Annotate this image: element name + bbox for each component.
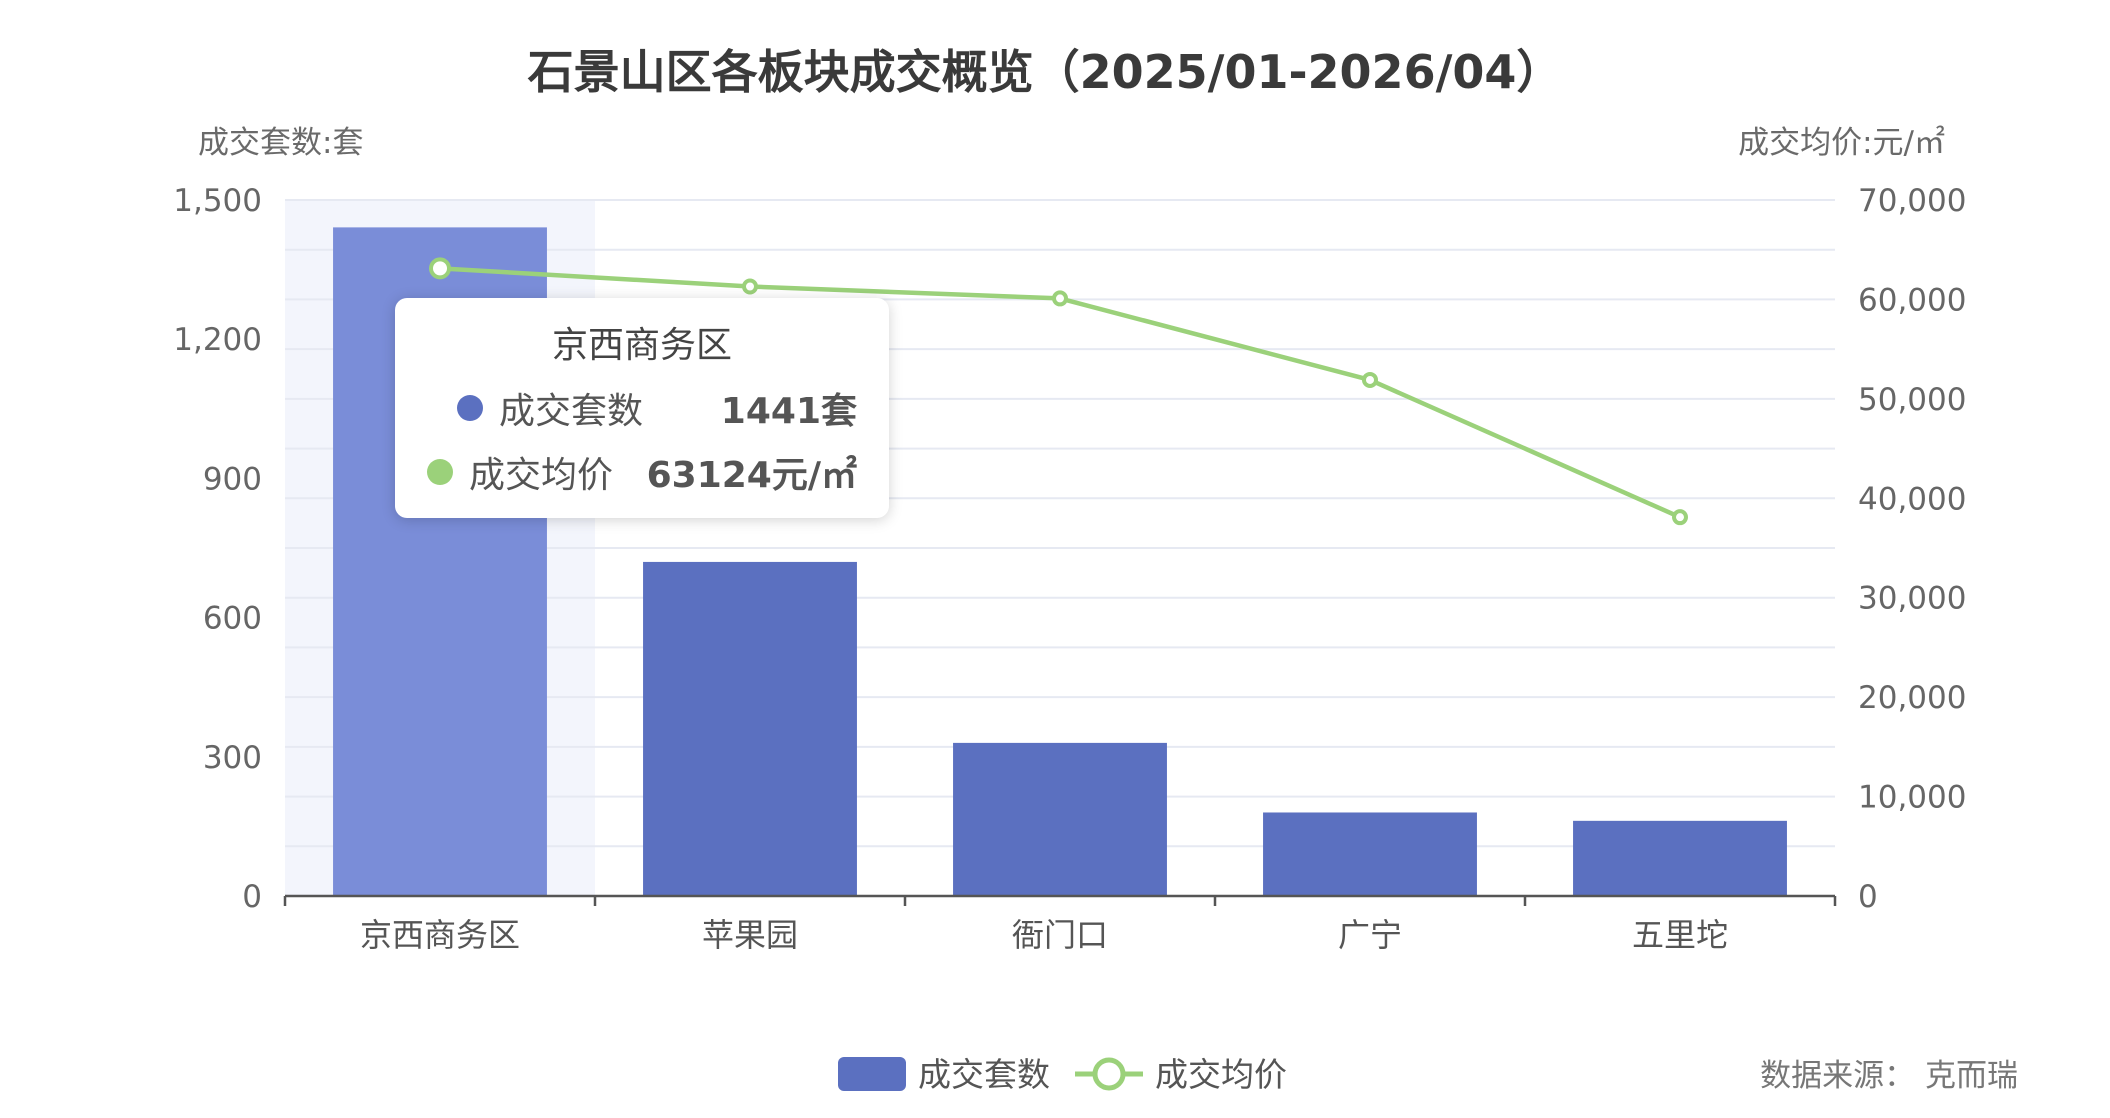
left-tick-label: 900 bbox=[203, 461, 262, 497]
x-tick-label: 衙门口 bbox=[1012, 916, 1108, 954]
left-tick-label: 0 bbox=[242, 879, 262, 915]
legend-line-marker[interactable] bbox=[1092, 1057, 1126, 1091]
legend: 成交套数 成交均价 bbox=[838, 1055, 1287, 1094]
tooltip-dot-count bbox=[457, 395, 483, 421]
bar bbox=[1263, 812, 1477, 896]
x-tick-label: 京西商务区 bbox=[360, 916, 520, 954]
tooltip: 京西商务区 成交套数 1441套 成交均价 63124元/㎡ bbox=[395, 298, 889, 518]
tooltip-name-price: 成交均价 bbox=[469, 455, 614, 496]
line-point bbox=[429, 257, 451, 280]
right-tick-label: 60,000 bbox=[1858, 282, 1966, 318]
x-tick-label: 广宁 bbox=[1338, 916, 1402, 954]
left-tick-label: 1,500 bbox=[173, 183, 262, 219]
x-tick-label: 五里坨 bbox=[1632, 916, 1728, 954]
left-tick-label: 300 bbox=[203, 740, 262, 776]
right-tick-label: 0 bbox=[1858, 879, 1878, 915]
x-tick-label: 苹果园 bbox=[702, 916, 798, 954]
right-tick-label: 20,000 bbox=[1858, 680, 1966, 716]
right-tick-label: 10,000 bbox=[1858, 780, 1966, 816]
tooltip-title: 京西商务区 bbox=[551, 325, 732, 366]
bar bbox=[643, 561, 857, 896]
chart-title: 石景山区各板块成交概览（2025/01-2026/04） bbox=[528, 45, 1563, 99]
line-point bbox=[1672, 509, 1688, 526]
left-tick-label: 1,200 bbox=[173, 322, 262, 358]
line-point bbox=[1052, 290, 1068, 307]
line-point bbox=[1362, 371, 1378, 388]
right-tick-label: 50,000 bbox=[1858, 382, 1966, 418]
right-tick-label: 40,000 bbox=[1858, 481, 1966, 517]
tooltip-value-price: 63124元/㎡ bbox=[646, 455, 857, 496]
data-source: 数据来源： 克而瑞 bbox=[1760, 1058, 2018, 1094]
legend-bar-swatch[interactable] bbox=[838, 1057, 906, 1091]
left-tick-label: 600 bbox=[203, 601, 262, 637]
tooltip-row-price: 成交均价 63124元/㎡ bbox=[427, 440, 857, 504]
legend-line-label[interactable]: 成交均价 bbox=[1155, 1055, 1287, 1094]
tooltip-dot-price bbox=[427, 459, 453, 485]
right-tick-label: 70,000 bbox=[1858, 183, 1966, 219]
tooltip-name-count: 成交套数 bbox=[499, 391, 644, 432]
bar bbox=[1573, 820, 1787, 896]
right-axis-label: 成交均价:元/㎡ bbox=[1738, 125, 1945, 161]
bar bbox=[953, 742, 1167, 896]
left-axis-label: 成交套数:套 bbox=[198, 125, 363, 161]
legend-bar-label[interactable]: 成交套数 bbox=[918, 1055, 1050, 1094]
line-point bbox=[742, 278, 758, 295]
tooltip-value-count: 1441套 bbox=[720, 391, 857, 432]
tooltip-row-count: 成交套数 1441套 bbox=[427, 376, 857, 440]
right-tick-label: 30,000 bbox=[1858, 581, 1966, 617]
